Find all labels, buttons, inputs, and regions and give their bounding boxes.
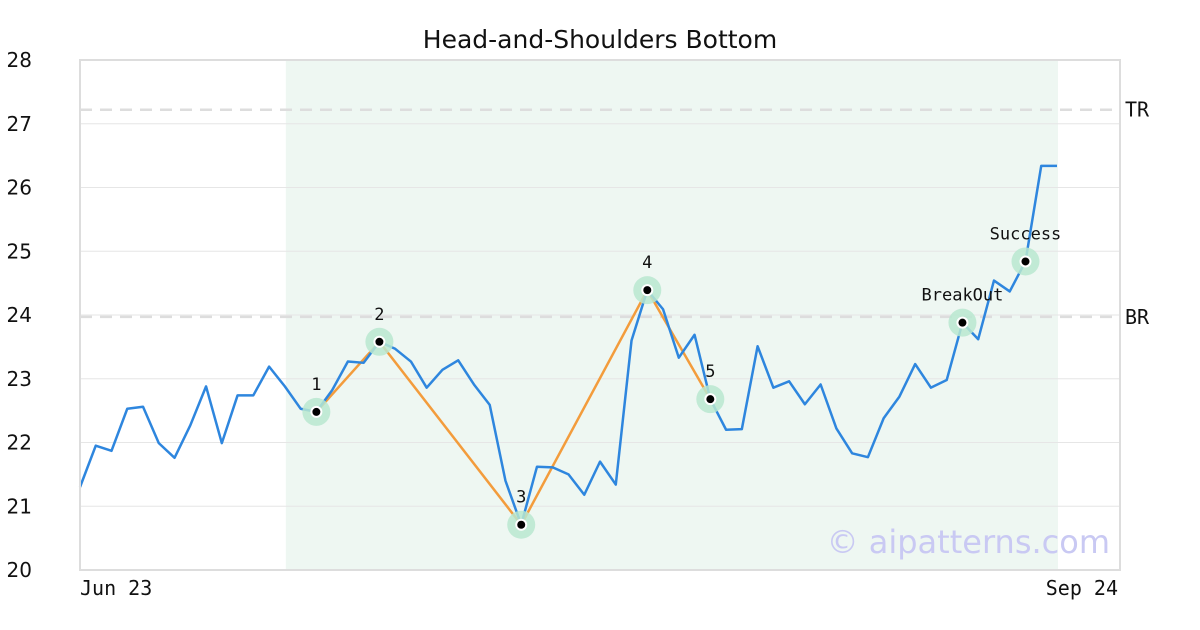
pattern-point-label: 1 xyxy=(311,375,321,395)
price-line xyxy=(78,164,1057,526)
pattern-point-dot xyxy=(373,335,386,348)
x-axis-ticks: Jun 23 Sep 24 xyxy=(80,576,1118,600)
pattern-point-dot xyxy=(641,284,654,297)
y-tick-label: 21 xyxy=(7,494,32,518)
pattern-markers: 1 2 3 4 5 BreakOut Success xyxy=(302,224,1062,539)
price-series xyxy=(78,164,1057,526)
reference-label-tr: TR xyxy=(1125,98,1150,122)
reference-lines: TR BR xyxy=(80,98,1150,329)
pattern-point-dot xyxy=(704,393,717,406)
signal-point-dot xyxy=(956,316,969,329)
y-tick-label: 20 xyxy=(7,558,32,582)
chart-title: Head-and-Shoulders Bottom xyxy=(423,25,777,54)
y-tick-label: 24 xyxy=(7,303,32,327)
pattern-point-dot xyxy=(310,405,323,418)
pattern-point-label: 2 xyxy=(374,305,384,325)
y-axis-ticks: 20 21 22 23 24 25 26 27 28 xyxy=(7,48,32,582)
signal-point-label: BreakOut xyxy=(922,286,1004,306)
pattern-point-label: 3 xyxy=(516,488,526,508)
pattern-point-label: 5 xyxy=(705,362,715,382)
watermark: © aipatterns.com xyxy=(827,523,1110,561)
pattern-point-label: 4 xyxy=(642,253,652,273)
signal-point-label: Success xyxy=(990,224,1062,244)
plot-frame xyxy=(79,59,1121,571)
y-tick-label: 27 xyxy=(7,112,32,136)
y-tick-label: 23 xyxy=(7,367,32,391)
signal-point-dot xyxy=(1019,255,1032,268)
pattern-point-dot xyxy=(515,518,528,531)
x-tick-label: Sep 24 xyxy=(1046,576,1118,600)
y-tick-label: 28 xyxy=(7,48,32,72)
reference-label-br: BR xyxy=(1125,305,1150,329)
y-tick-label: 26 xyxy=(7,176,32,200)
x-tick-label: Jun 23 xyxy=(80,576,152,600)
y-tick-label: 22 xyxy=(7,431,32,455)
y-tick-label: 25 xyxy=(7,239,32,263)
